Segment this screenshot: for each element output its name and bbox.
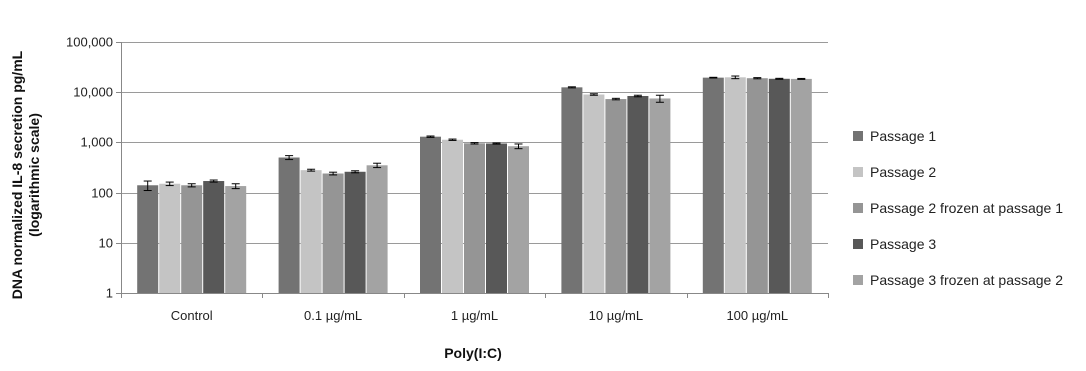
error-bar (709, 76, 718, 79)
legend-item: Passage 3 (853, 236, 936, 252)
legend-label: Passage 3 (870, 236, 936, 252)
y-axis-title-line-2: (logarithmic scale) (26, 113, 42, 237)
legend-item: Passage 1 (853, 128, 936, 144)
error-bar (329, 171, 338, 176)
y-tick-label: 100 (91, 186, 113, 201)
bar (790, 78, 812, 293)
error-bar (373, 162, 382, 169)
error-bar (492, 142, 501, 145)
y-axis-title-line-1: DNA normalized IL-8 secretion pg/mL (9, 50, 25, 299)
error-bar (797, 77, 806, 80)
legend: Passage 1 Passage 2 Passage 2 frozen at pa… (853, 128, 1063, 288)
bar (137, 185, 159, 293)
bar (420, 136, 441, 293)
error-bar (307, 168, 316, 172)
legend-label: Passage 3 frozen at passage 2 (870, 272, 1063, 288)
bar (486, 143, 507, 293)
bar (203, 181, 225, 293)
y-axis-title-group: DNA normalized IL-8 secretion pg/mL (log… (9, 50, 42, 299)
bar (159, 183, 181, 293)
legend-item: Passage 2 (853, 164, 936, 180)
error-bar (753, 77, 762, 80)
bar (702, 77, 724, 293)
error-bar (470, 142, 479, 145)
bar (300, 170, 322, 293)
bar (278, 157, 300, 293)
error-bar (448, 138, 457, 141)
error-bar (589, 93, 598, 96)
bar (322, 173, 344, 293)
error-bar (426, 135, 435, 138)
bar (649, 98, 671, 293)
error-bar (633, 94, 642, 98)
y-tick-label: 100,000 (66, 35, 113, 50)
error-bar (165, 181, 174, 187)
bar (442, 139, 463, 293)
legend-item: Passage 2 frozen at passage 1 (853, 200, 1063, 216)
bar (724, 77, 746, 294)
axes-layer (121, 42, 829, 298)
error-bar (611, 97, 620, 101)
bar (464, 143, 485, 293)
legend-swatch (853, 167, 863, 177)
y-tick-label: 1,000 (80, 135, 113, 150)
bar (561, 87, 583, 293)
error-bar (285, 155, 294, 161)
legend-swatch (853, 275, 863, 285)
bar (181, 185, 203, 293)
error-bar (655, 94, 664, 103)
x-category-label: Control (171, 308, 213, 323)
legend-label: Passage 2 (870, 164, 936, 180)
bar (583, 94, 605, 293)
bars-layer (137, 75, 812, 294)
error-bar (567, 86, 576, 89)
legend-swatch (853, 131, 863, 141)
error-bar (514, 143, 523, 150)
y-tick-label: 1 (106, 286, 113, 301)
bar (768, 78, 790, 293)
legend-swatch (853, 203, 863, 213)
bar (225, 186, 247, 293)
error-bar (775, 77, 784, 80)
legend-label: Passage 1 (870, 128, 936, 144)
error-bar (143, 180, 152, 192)
bar (746, 78, 768, 293)
x-axis-title: Poly(I:C) (444, 345, 502, 361)
error-bar (231, 183, 240, 190)
bar (508, 146, 529, 293)
ticks-layer: 1 10 100 1,000 10,000 100,000 (66, 35, 121, 301)
x-category-label: 1 µg/mL (451, 308, 498, 323)
x-category-label: 10 µg/mL (589, 308, 643, 323)
legend-item: Passage 3 frozen at passage 2 (853, 272, 1063, 288)
x-category-label: 100 µg/mL (726, 308, 788, 323)
y-tick-label: 10,000 (73, 85, 113, 100)
legend-swatch (853, 239, 863, 249)
bar (344, 171, 366, 293)
bar (627, 96, 649, 293)
error-bar (209, 179, 218, 183)
x-category-label: 0.1 µg/mL (304, 308, 362, 323)
error-bar (351, 170, 360, 174)
error-bar (731, 75, 740, 80)
y-tick-label: 10 (99, 236, 113, 251)
legend-label: Passage 2 frozen at passage 1 (870, 200, 1063, 216)
bar (366, 165, 388, 293)
error-bar (187, 183, 196, 188)
category-labels: Control 0.1 µg/mL 1 µg/mL 10 µg/mL 100 µg/mL (171, 308, 788, 323)
bar (605, 99, 627, 294)
